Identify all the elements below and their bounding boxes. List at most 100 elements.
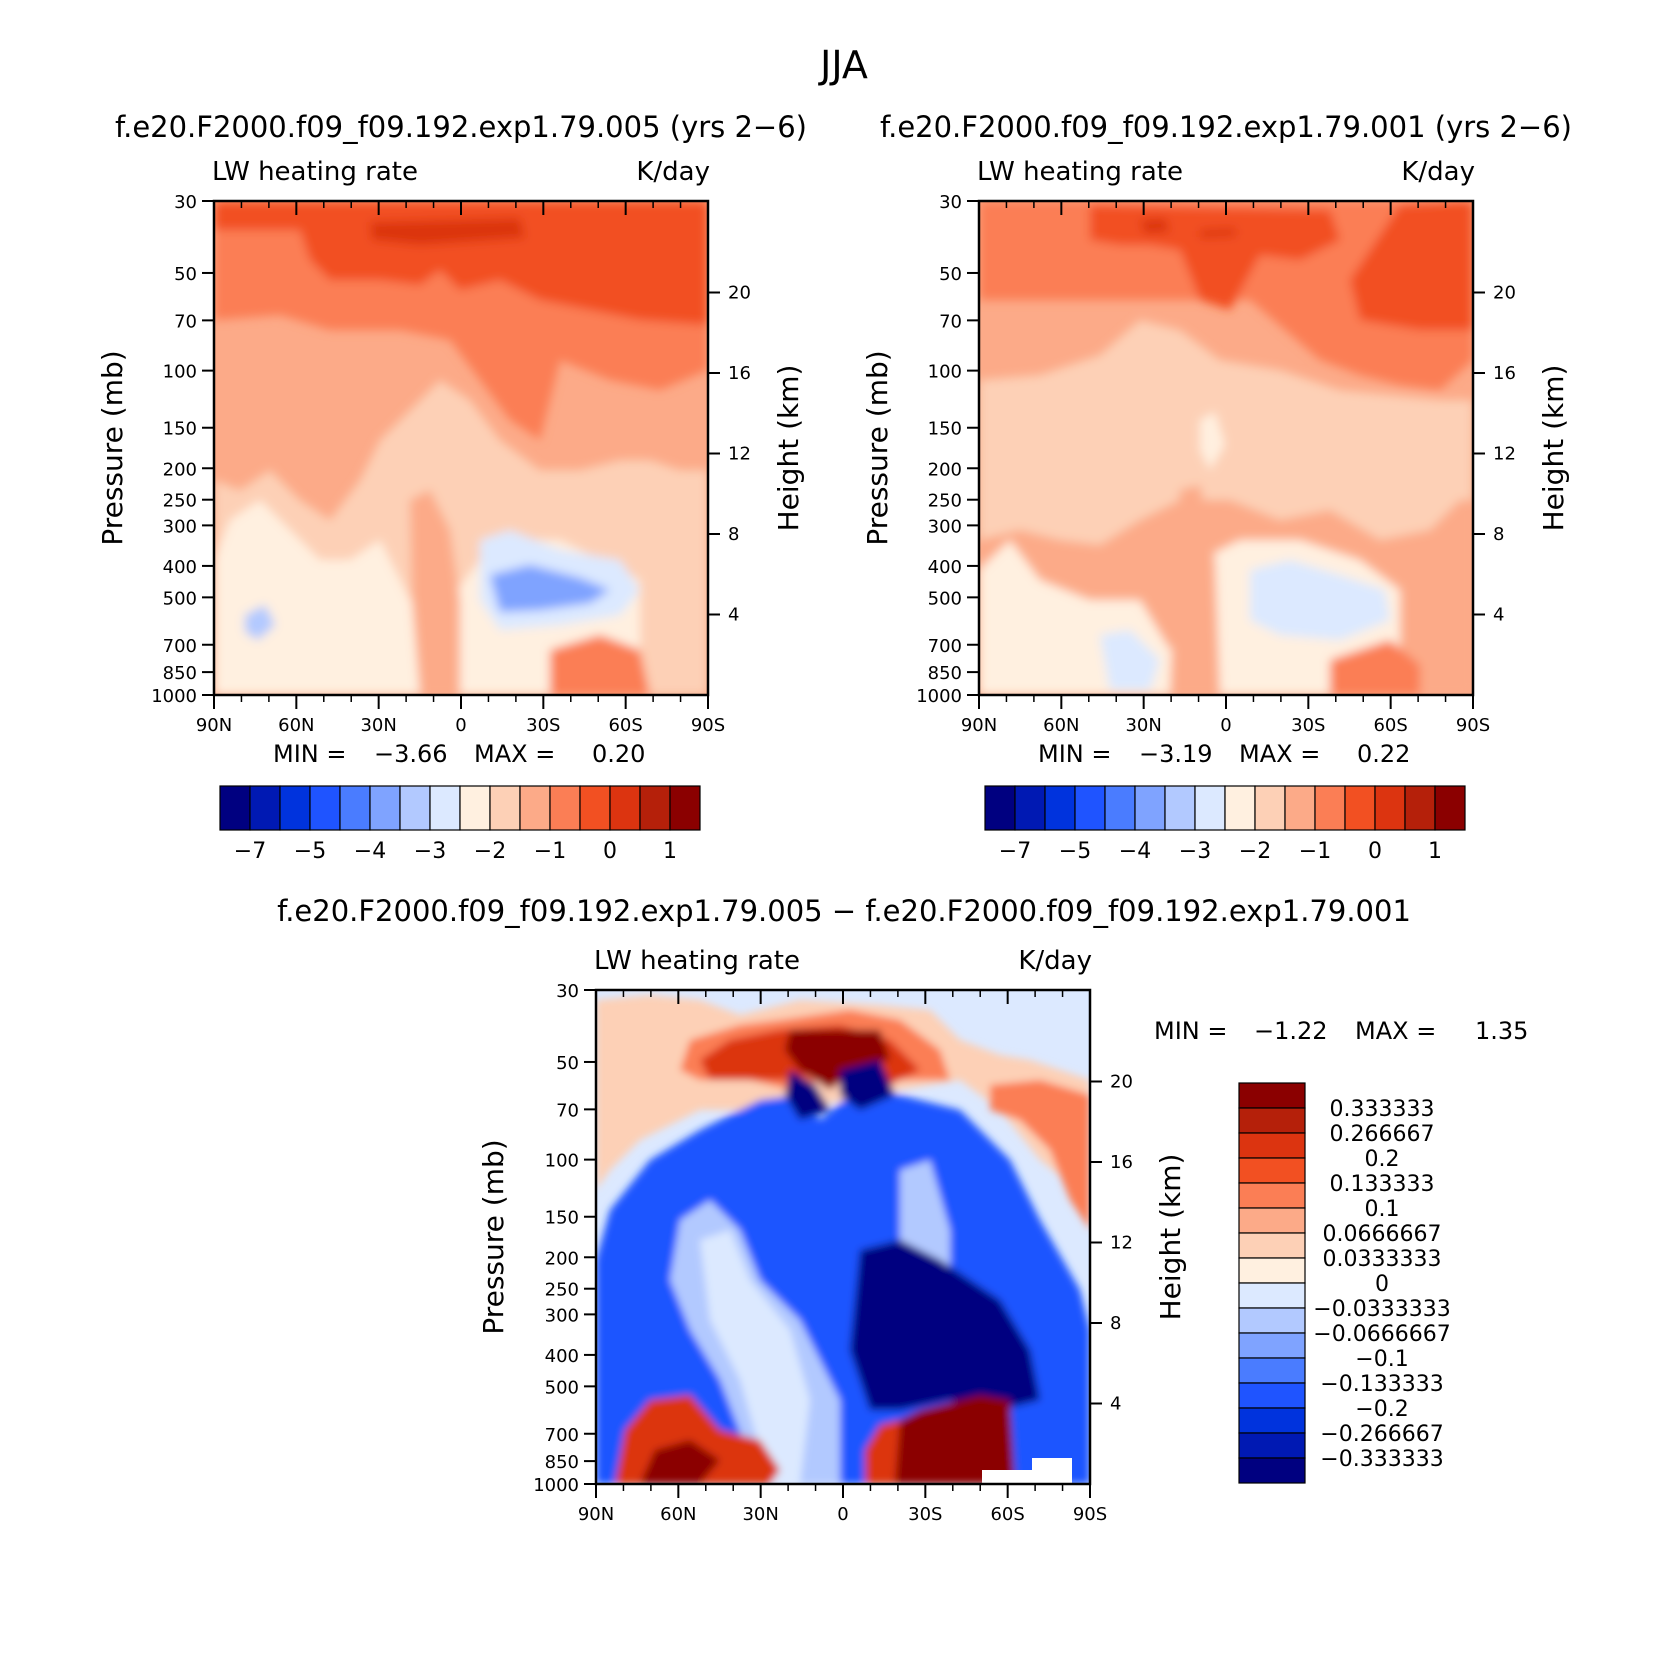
panel-1-colorbar-swatch: [279, 785, 311, 831]
panel-2-colorbar-swatch: [1374, 785, 1406, 831]
panel-diff-right-axis-label: Height (km): [1154, 1154, 1187, 1321]
panel-2-pressure-tick-label: 100: [928, 362, 962, 383]
panel-2-y-axis-label: Pressure (mb): [861, 350, 894, 545]
panel-diff-colorbar-label: 0: [1375, 1272, 1389, 1297]
panel-2-pressure-tick-label: 400: [928, 557, 962, 578]
panel-diff-fill-northern-surface-max: [640, 1440, 720, 1484]
panel-diff-colorbar-label: 0.266667: [1330, 1122, 1435, 1147]
panel-1-min-value: −3.66: [374, 740, 448, 768]
panel-diff-lat-tick-label: 30S: [908, 1504, 942, 1525]
panel-2-lat-tick-label: 30S: [1291, 715, 1325, 736]
panel-2-pressure-tick-label: 50: [939, 264, 962, 285]
panel-2-pressure-tick-label: 1000: [916, 686, 962, 707]
panel-2-colorbar-swatch: [1404, 785, 1436, 831]
panel-2-colorbar-swatch: [1224, 785, 1256, 831]
panel-1-colorbar-swatch: [219, 785, 251, 831]
panel-1-lat-tick-label: 60S: [608, 715, 642, 736]
panel-1-fill-southern-blue: [490, 565, 610, 612]
panel-diff-colorbar: 0.3333330.2666670.20.1333330.10.06666670…: [1238, 1082, 1451, 1484]
panel-diff-pressure-tick-label: 700: [545, 1425, 579, 1446]
panel-diff-pressure-tick-label: 250: [545, 1280, 579, 1301]
panel-diff-case-title: f.e20.F2000.f09_f09.192.exp1.79.005 − f.…: [277, 894, 1411, 928]
panel-1-height-tick-label: 20: [728, 282, 751, 303]
panel-2-pressure-tick-label: 70: [939, 311, 962, 332]
panel-diff-fill-southern-surface-max: [880, 1395, 1015, 1484]
panel-diff-colorbar-swatch: [1238, 1257, 1306, 1284]
panel-1-fill-arctic-blue: [245, 605, 275, 640]
panel-1-colorbar-label: −1: [534, 839, 566, 864]
panel-1-colorbar-label: −7: [234, 839, 266, 864]
panel-diff-missing-data-patch-2: [1032, 1458, 1072, 1484]
panel-diff-colorbar-swatch: [1238, 1307, 1306, 1334]
panel-2-min-label: MIN =: [1038, 740, 1111, 768]
panel-2-pressure-tick-label: 700: [928, 636, 962, 657]
panel-diff-colorbar-swatch: [1238, 1082, 1306, 1109]
panel-diff-height-tick-label: 8: [1110, 1313, 1121, 1334]
panel-2-pressure-tick-label: 200: [928, 459, 962, 480]
panel-2-fill-equatorial-column: [1170, 485, 1220, 695]
panel-1-colorbar-swatch: [579, 785, 611, 831]
panel-diff-colorbar-label: 0.1: [1365, 1197, 1400, 1222]
panel-diff-fill-southern-upper-warm: [990, 1080, 1090, 1230]
panel-diff-min-label: MIN =: [1154, 1017, 1227, 1045]
panel-1-lat-tick-label: 90N: [196, 715, 232, 736]
panel-diff-colorbar-label: 0.333333: [1330, 1097, 1435, 1122]
panel-diff-lat-tick-label: 60S: [990, 1504, 1024, 1525]
panel-1-fill-tropical-core: [370, 218, 525, 245]
panel-diff-colorbar-swatch: [1238, 1407, 1306, 1434]
panel-diff-colorbar-label: 0.0333333: [1323, 1247, 1442, 1272]
panel-1-colorbar-swatch: [429, 785, 461, 831]
panel-2-lat-tick-label: 0: [1220, 715, 1231, 736]
panel-2-colorbar-swatch: [1134, 785, 1166, 831]
panel-2-colorbar-swatch: [1014, 785, 1046, 831]
panel-2-colorbar-swatch: [1284, 785, 1316, 831]
panel-1-colorbar-swatch: [309, 785, 341, 831]
panel-2-fill-upper-level-max: [1090, 201, 1473, 330]
panel-2-contour-field: [979, 201, 1473, 695]
panel-diff-pressure-tick-label: 850: [545, 1452, 579, 1473]
panel-2-lat-tick-label: 60S: [1373, 715, 1407, 736]
panel-diff-pressure-tick-label: 300: [545, 1305, 579, 1326]
panel-diff-fill-deep-negative: [785, 1060, 1040, 1410]
panel-1-lat-tick-label: 0: [455, 715, 466, 736]
panel-diff-colorbar-label: −0.266667: [1320, 1422, 1443, 1447]
panel-diff-colorbar-label: 0.0666667: [1323, 1222, 1442, 1247]
panel-1-pressure-tick-label: 500: [163, 588, 197, 609]
panel-diff-colorbar-swatch: [1238, 1132, 1306, 1159]
panel-2-colorbar-label: −4: [1119, 839, 1151, 864]
panel-diff-max-label: MAX =: [1355, 1017, 1436, 1045]
panel-2-fill-equatorial-mid-pale: [1200, 412, 1225, 470]
panel-diff-colorbar-swatch: [1238, 1357, 1306, 1384]
panel-diff-colorbar-swatch: [1238, 1432, 1306, 1459]
panel-1-pressure-tick-label: 200: [163, 459, 197, 480]
panel-2-height-tick-label: 20: [1493, 282, 1516, 303]
panel-diff-missing-data-patch: [982, 1470, 1032, 1484]
panel-2-colorbar-label: −1: [1299, 839, 1331, 864]
panel-1-colorbar-swatch: [519, 785, 551, 831]
panel-2-pressure-tick-label: 500: [928, 588, 962, 609]
panel-2-units-label: K/day: [1401, 157, 1475, 187]
panel-2-lat-tick-label: 90S: [1456, 715, 1490, 736]
panel-diff-colorbar-label: −0.0666667: [1313, 1322, 1450, 1347]
panel-diff-contour-field: [596, 990, 1090, 1484]
panel-2-fill-arctic-light-blue: [1100, 630, 1160, 690]
panel-1-pressure-tick-label: 700: [163, 636, 197, 657]
panel-2-min-value: −3.19: [1139, 740, 1213, 768]
panel-2-colorbar: −7 −5 −4 −3 −2 −1 0 1: [984, 785, 1466, 864]
panel-2-pressure-tick-label: 250: [928, 491, 962, 512]
panel-1-colorbar-swatch: [639, 785, 671, 831]
panel-1-pressure-tick-label: 30: [174, 192, 197, 213]
axes-layer: 3050701001502002503004005007008501000201…: [151, 192, 1516, 1525]
panel-1-colorbar-swatch: [369, 785, 401, 831]
panel-2-lat-tick-label: 90N: [961, 715, 997, 736]
panel-1-colorbar-swatch: [609, 785, 641, 831]
panel-2-fill-upper-dark-spots: [1140, 218, 1236, 238]
panel-1-pressure-tick-label: 300: [163, 516, 197, 537]
panel-diff-lat-tick-label: 0: [837, 1504, 848, 1525]
panel-2-colorbar-swatch: [1314, 785, 1346, 831]
panel-diff-colorbar-swatch: [1238, 1232, 1306, 1259]
panel-1-height-tick-label: 12: [728, 443, 751, 464]
panel-2-colorbar-swatch: [1434, 785, 1466, 831]
panel-2-case-title: f.e20.F2000.f09_f09.192.exp1.79.001 (yrs…: [880, 110, 1572, 144]
panel-diff-min-value: −1.22: [1254, 1017, 1328, 1045]
